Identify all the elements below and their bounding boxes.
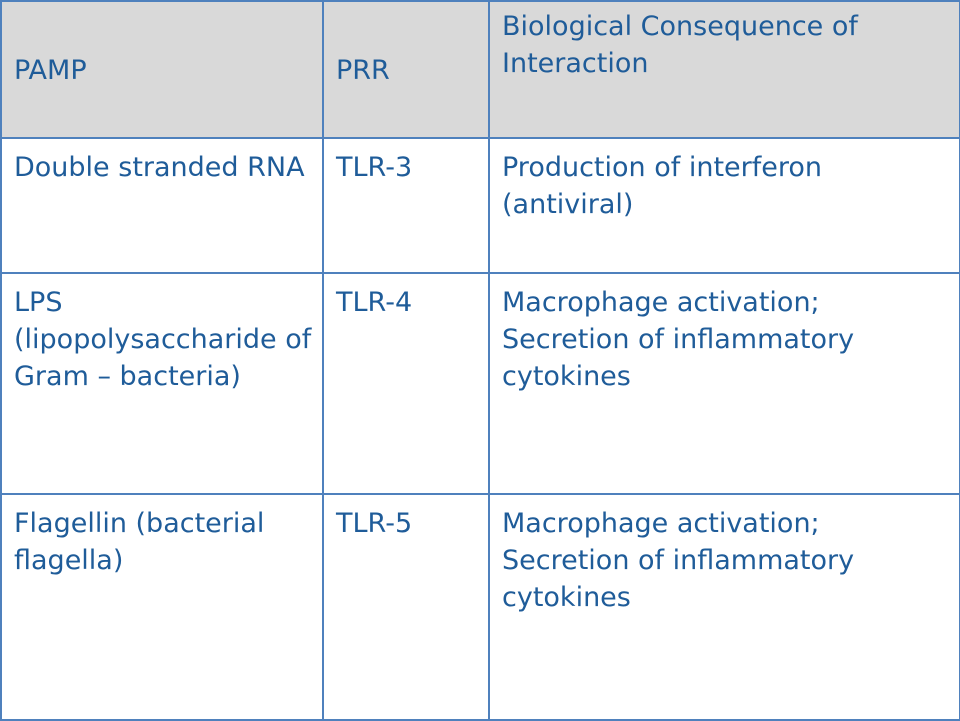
cell: Macrophage activation; Secretion of infl… (488, 493, 960, 721)
cell: TLR-3 (322, 137, 490, 274)
row: Double stranded RNA TLR-3 Production of … (0, 137, 960, 274)
header-cell: PAMP (0, 0, 324, 139)
header-row: PAMP PRR Biological Consequence of Inter… (0, 0, 960, 139)
cell: Production of interferon (antiviral) (488, 137, 960, 274)
cell: TLR-5 (322, 493, 490, 721)
row: Flagellin (bacterial flagella) TLR-5 Mac… (0, 493, 960, 721)
cell: Double stranded RNA (0, 137, 324, 274)
header-cell: PRR (322, 0, 490, 139)
cell: LPS (lipopolysaccharide of Gram – bacter… (0, 272, 324, 495)
cell: TLR-4 (322, 272, 490, 495)
cell: Macrophage activation; Secretion of infl… (488, 272, 960, 495)
cell: Flagellin (bacterial flagella) (0, 493, 324, 721)
row: LPS (lipopolysaccharide of Gram – bacter… (0, 272, 960, 495)
header-cell: Biological Consequence of Interaction (488, 0, 960, 139)
